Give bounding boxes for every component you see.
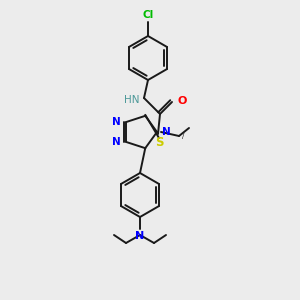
Text: HN: HN [124, 95, 140, 105]
Text: N: N [162, 127, 171, 137]
Text: N: N [135, 231, 145, 241]
Text: N: N [112, 117, 121, 127]
Text: /: / [182, 133, 184, 139]
Text: S: S [155, 136, 163, 148]
Text: Cl: Cl [142, 10, 154, 20]
Text: N: N [112, 137, 121, 147]
Text: O: O [177, 96, 186, 106]
